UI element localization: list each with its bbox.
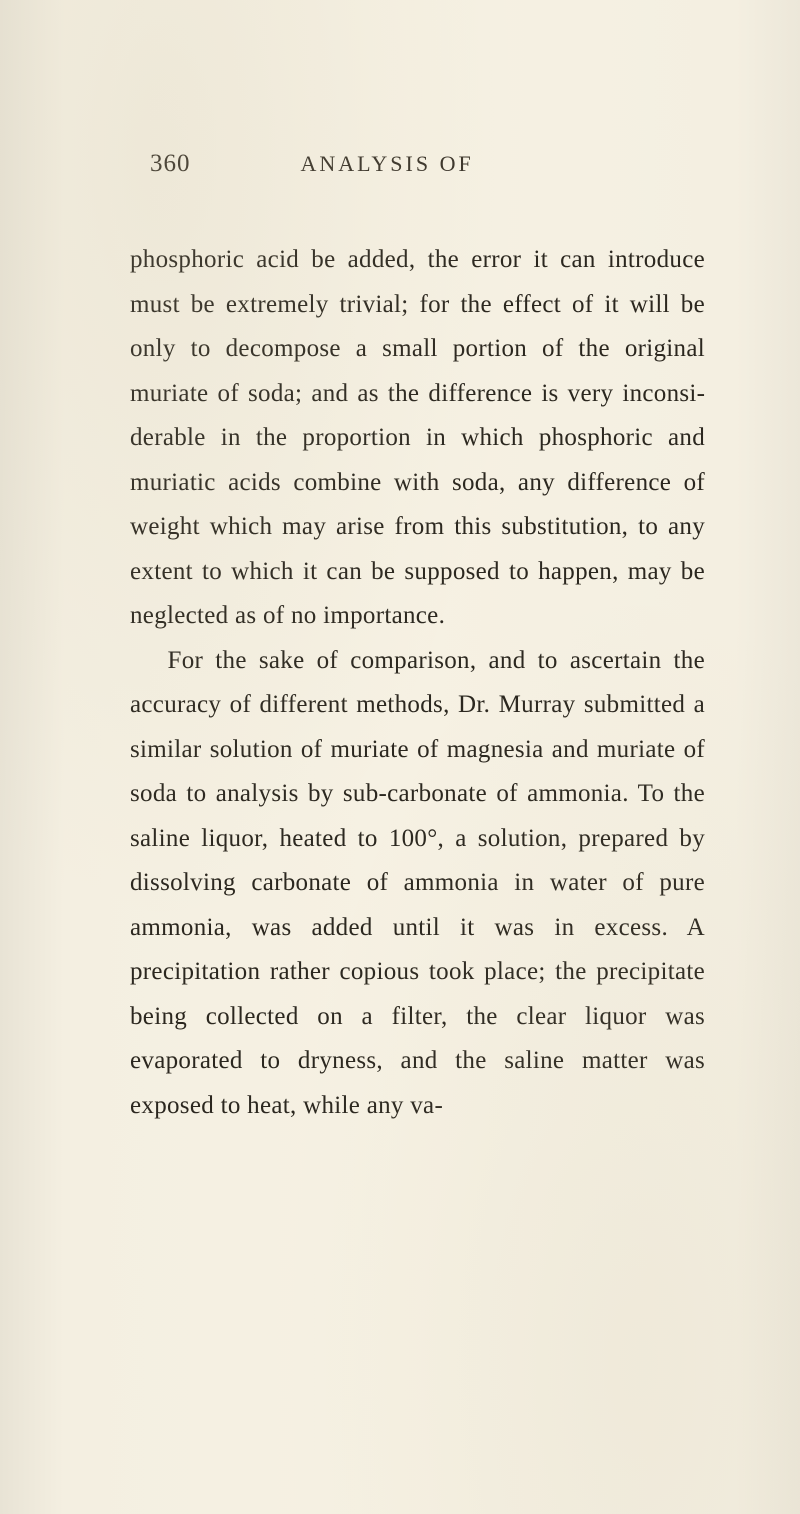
- paragraph-1: phosphoric acid be added, the error it c…: [130, 238, 705, 639]
- scanned-page: 360 ANALYSIS OF phosphoric acid be added…: [0, 0, 800, 1514]
- page-number: 360: [150, 150, 191, 178]
- paragraph-2: For the sake of comparison, and to as­ce…: [130, 639, 705, 1129]
- body-text: phosphoric acid be added, the error it c…: [130, 238, 705, 1128]
- running-title: ANALYSIS OF: [301, 151, 474, 177]
- page-header: 360 ANALYSIS OF: [130, 150, 705, 178]
